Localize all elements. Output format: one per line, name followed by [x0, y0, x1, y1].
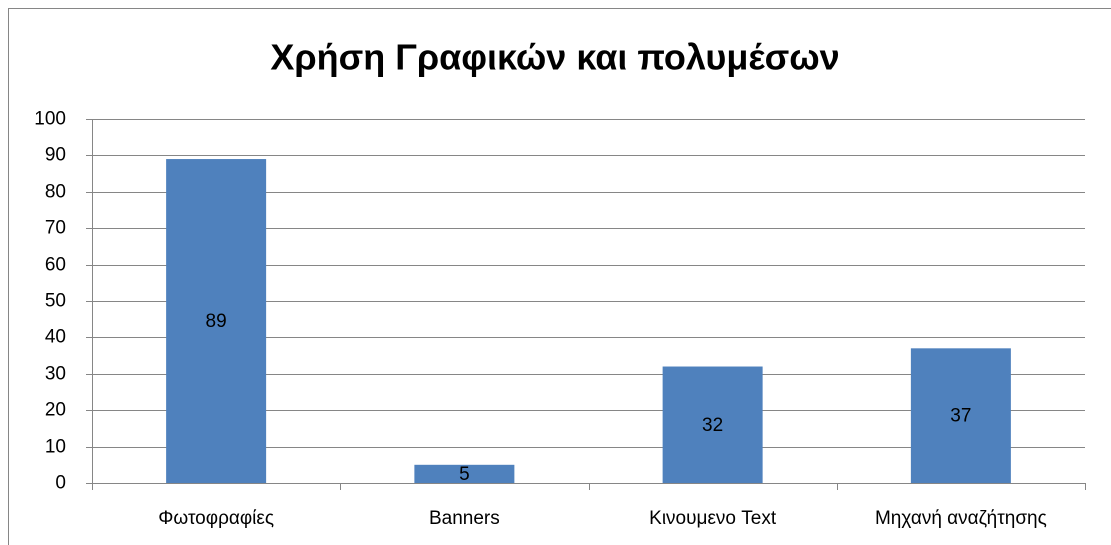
x-tick-label: Banners: [429, 508, 500, 529]
bar: [166, 159, 267, 484]
data-label: 32: [702, 415, 723, 436]
y-tick-label: 60: [45, 255, 66, 276]
data-label: 37: [950, 406, 971, 427]
y-tick-label: 30: [45, 364, 66, 385]
y-tick-label: 50: [45, 291, 66, 312]
x-tick-label: Κινουμενο Text: [649, 508, 777, 529]
chart-title: Χρήση Γραφικών και πολυμέσων: [270, 37, 839, 78]
bar: [662, 366, 763, 483]
y-tick-label: 100: [34, 109, 66, 130]
y-tick-label: 0: [55, 473, 66, 494]
y-tick-label: 70: [45, 218, 66, 239]
y-tick-label: 10: [45, 437, 66, 458]
bar: [910, 348, 1011, 483]
y-tick-label: 80: [45, 182, 66, 203]
y-tick-label: 40: [45, 327, 66, 348]
x-tick-label: Μηχανή αναζήτησης: [875, 508, 1047, 529]
y-tick-label: 20: [45, 400, 66, 421]
data-label: 89: [206, 311, 227, 332]
x-tick-label: Φωτοφραφίες: [158, 508, 274, 529]
bar: [414, 464, 515, 483]
y-tick-label: 90: [45, 145, 66, 166]
data-label: 5: [459, 464, 470, 485]
